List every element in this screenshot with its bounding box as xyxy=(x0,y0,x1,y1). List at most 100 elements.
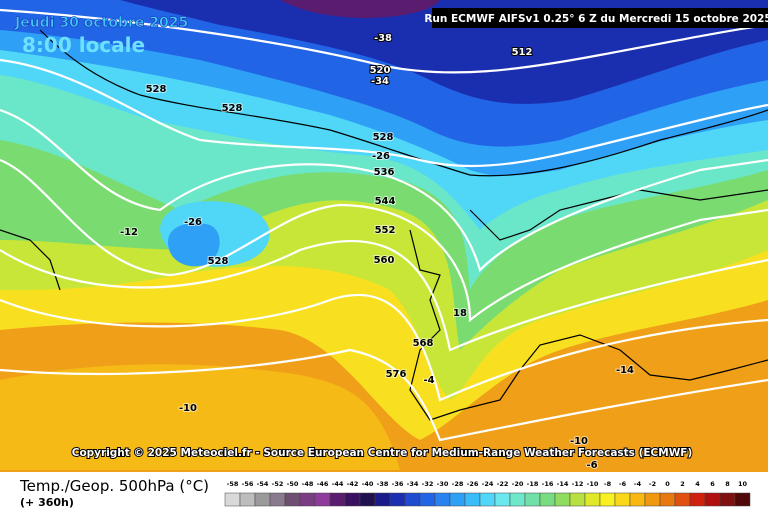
contour-label: -14 xyxy=(616,365,634,376)
colorbar-swatch xyxy=(659,492,676,507)
copyright: Copyright © 2025 Meteociel.fr - Source E… xyxy=(72,447,693,459)
colorbar-label: 2 xyxy=(680,480,685,488)
lead-time: (+ 360h) xyxy=(20,496,74,509)
colorbar-swatch xyxy=(389,492,406,507)
colorbar-swatch xyxy=(224,492,241,507)
colorbar-label: 6 xyxy=(710,480,715,488)
contour-label: -4 xyxy=(423,375,434,386)
colorbar-label: -58 xyxy=(227,480,239,488)
colorbar-label: -8 xyxy=(604,480,612,488)
colorbar-label: -22 xyxy=(497,480,509,488)
colorbar-swatch xyxy=(599,492,616,507)
colorbar-swatch xyxy=(614,492,631,507)
colorbar-swatch xyxy=(479,492,496,507)
contour-label: 528 xyxy=(208,256,229,267)
colorbar-swatch xyxy=(569,492,586,507)
colorbar-swatch xyxy=(644,492,661,507)
coastlines xyxy=(0,29,768,421)
contour-label: 544 xyxy=(375,196,396,207)
contour-label: -10 xyxy=(179,403,197,414)
contour-label: 552 xyxy=(375,225,396,236)
colorbar-label: -32 xyxy=(422,480,434,488)
colorbar-label: -44 xyxy=(332,480,344,488)
colorbar-swatch xyxy=(539,492,556,507)
colorbar-label: -34 xyxy=(407,480,419,488)
colorbar-label: -10 xyxy=(587,480,599,488)
parameter-label: Temp./Geop. 500hPa (°C) xyxy=(19,477,209,495)
colorbar-label: -12 xyxy=(572,480,584,488)
run-box xyxy=(432,8,768,28)
contour-label: -10 xyxy=(570,436,588,447)
colorbar-swatch xyxy=(689,492,706,507)
contour-label: 520 xyxy=(370,65,391,76)
colorbar-label: -56 xyxy=(242,480,254,488)
colorbar-swatch xyxy=(734,492,751,507)
colorbar-swatch xyxy=(674,492,691,507)
colorbar-label: -18 xyxy=(527,480,539,488)
colorbar-label: -6 xyxy=(619,480,627,488)
contour-label: 560 xyxy=(374,255,395,266)
colorbar-label: -52 xyxy=(272,480,284,488)
colorbar-label: -4 xyxy=(634,480,642,488)
colorbar-label: -42 xyxy=(347,480,359,488)
contour-label: -12 xyxy=(120,227,138,238)
contour-label: 536 xyxy=(374,167,395,178)
colorbar-label: 4 xyxy=(695,480,700,488)
contour-label: 528 xyxy=(222,103,243,114)
colorbar-label: -20 xyxy=(512,480,524,488)
colorbar-swatch xyxy=(449,492,466,507)
colorbar-swatch xyxy=(314,492,331,507)
colorbar-label: 8 xyxy=(725,480,730,488)
colorbar-swatch xyxy=(719,492,736,507)
colorbar-label: -14 xyxy=(557,480,569,488)
temperature-field xyxy=(0,0,768,472)
colorbar-swatch xyxy=(239,492,256,507)
forecast-time: 8:00 locale xyxy=(22,33,145,57)
colorbar-label: -30 xyxy=(437,480,449,488)
colorbar-label: 10 xyxy=(738,480,748,488)
colorbar-swatch xyxy=(494,492,511,507)
contour-label: -6 xyxy=(586,460,597,471)
colorbar: -58 -56 -54 -52 -50 -48 -46 -44 -42 -40 -38 -36 -34-… xyxy=(224,480,751,507)
colorbar-label: -40 xyxy=(362,480,374,488)
run-info: Run ECMWF AIFSv1 0.25° 6 Z du Mercredi 1… xyxy=(424,13,768,25)
colorbar-swatch xyxy=(299,492,316,507)
colorbar-swatch xyxy=(254,492,271,507)
colorbar-label: -46 xyxy=(317,480,329,488)
contour-label: -34 xyxy=(371,76,389,87)
colorbar-label: -24 xyxy=(482,480,494,488)
isolines xyxy=(0,8,768,442)
colorbar-swatch xyxy=(434,492,451,507)
colorbar-swatch xyxy=(419,492,436,507)
colorbar-swatch xyxy=(554,492,571,507)
colorbar-swatch xyxy=(584,492,601,507)
colorbar-label: -36 xyxy=(392,480,404,488)
contour-label: 528 xyxy=(146,84,167,95)
contour-label: 576 xyxy=(386,369,407,380)
colorbar-swatch xyxy=(629,492,646,507)
colorbar-label: -38 xyxy=(377,480,389,488)
colorbar-label: -2 xyxy=(649,480,656,488)
colorbar-swatch xyxy=(374,492,391,507)
contour-label: -38 xyxy=(374,33,392,44)
colorbar-swatch xyxy=(524,492,541,507)
colorbar-swatch xyxy=(404,492,421,507)
contour-labels: -38 520 -34 512 528 528 528 -26 536 544 … xyxy=(119,32,635,472)
colorbar-swatch xyxy=(704,492,721,507)
colorbar-swatch xyxy=(464,492,481,507)
forecast-date: Jeudi 30 octobre 2025 xyxy=(14,15,188,31)
contour-label: 18 xyxy=(453,308,467,319)
colorbar-swatch xyxy=(344,492,361,507)
colorbar-label: -16 xyxy=(542,480,554,488)
contour-label: -26 xyxy=(184,217,202,228)
colorbar-label: -28 xyxy=(452,480,464,488)
colorbar-label: -48 xyxy=(302,480,314,488)
colorbar-swatch xyxy=(359,492,376,507)
colorbar-swatch xyxy=(269,492,286,507)
contour-label: -26 xyxy=(372,151,390,162)
colorbar-label: -50 xyxy=(287,480,299,488)
colorbar-swatch xyxy=(509,492,526,507)
colorbar-label: -26 xyxy=(467,480,479,488)
